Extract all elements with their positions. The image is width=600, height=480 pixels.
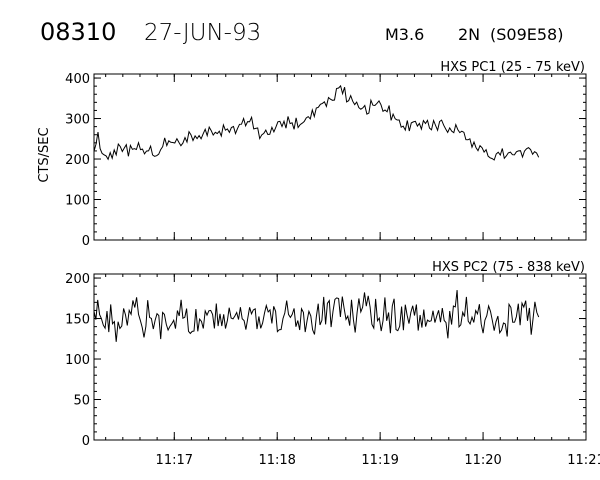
- optical-class: 2N: [458, 25, 480, 44]
- y-tick-label: 400: [65, 72, 90, 87]
- pc2-count-trace: [93, 290, 540, 342]
- x-tick-label: 11:17: [156, 453, 193, 468]
- panel1-ylabel: CTS/SEC: [37, 127, 52, 182]
- y-tick-label: 0: [82, 434, 90, 449]
- y-tick-label: 200: [65, 153, 90, 168]
- x-tick-label: 11:21: [567, 453, 600, 468]
- panel1-title: HXS PC1 (25 - 75 keV): [440, 60, 585, 75]
- event-id: 08310: [40, 18, 116, 46]
- y-tick-label: 100: [65, 353, 90, 368]
- y-tick-label: 300: [65, 113, 90, 128]
- y-tick-label: 200: [65, 272, 90, 287]
- y-tick-label: 50: [73, 394, 90, 409]
- panel2-title: HXS PC2 (75 - 838 keV): [432, 260, 585, 275]
- flare-location: (S09E58): [490, 25, 563, 44]
- pc1-count-trace: [93, 84, 540, 161]
- y-tick-label: 150: [65, 313, 90, 328]
- panel2-frame: [93, 273, 587, 441]
- y-tick-label: 0: [82, 234, 90, 249]
- x-tick-label: 11:20: [464, 453, 501, 468]
- flare-class: M3.6: [385, 25, 424, 44]
- x-tick-label: 11:18: [258, 453, 295, 468]
- x-tick-label: 11:19: [361, 453, 398, 468]
- y-tick-label: 100: [65, 194, 90, 209]
- event-date: 27-JUN-93: [144, 20, 261, 46]
- panel1-frame: [93, 73, 587, 241]
